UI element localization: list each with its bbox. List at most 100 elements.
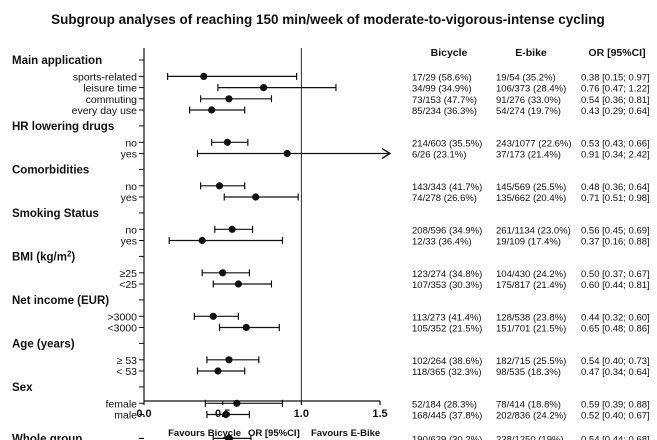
bicycle-count: 107/353 (30.3%) — [412, 280, 482, 291]
or-point — [233, 399, 241, 407]
bicycle-count: 52/184 (28.3%) — [412, 399, 477, 410]
ebike-count: 91/276 (33.0%) — [496, 95, 561, 106]
ebike-count: 19/109 (17.4%) — [496, 237, 561, 248]
ebike-count: 135/662 (20.4%) — [496, 193, 566, 204]
row-label: female — [105, 398, 137, 410]
or-ci-text: 0.71 [0.51; 0.98] — [581, 193, 650, 204]
bicycle-count: 6/26 (23.1%) — [412, 150, 466, 161]
column-header-bicycle: Bicycle — [431, 47, 468, 59]
or-ci-text: 0.53 [0.43; 0.66] — [581, 138, 650, 149]
bicycle-count: 168/445 (37.8%) — [412, 411, 482, 422]
or-point — [234, 280, 242, 288]
or-ci-text: 0.52 [0.40; 0.67] — [581, 411, 650, 422]
row-label: <25 — [119, 279, 137, 291]
ebike-count: 54/274 (19.7%) — [496, 106, 561, 117]
or-point — [225, 356, 233, 364]
x-tick-label: 1.0 — [294, 408, 309, 420]
or-ci-text: 0.43 [0.29; 0.64] — [581, 106, 650, 117]
xlabel-center: OR [95%CI] — [248, 428, 300, 439]
or-ci-text: 0.65 [0.48; 0.86] — [581, 324, 650, 335]
ebike-count: 106/373 (28.4%) — [496, 84, 566, 95]
row-label: sports-related — [73, 71, 137, 83]
or-point — [208, 106, 216, 114]
group-header: Smoking Status — [12, 208, 99, 220]
or-point — [209, 312, 217, 320]
row-label: ≥25 — [120, 268, 138, 280]
group-header-text: BMI (kg/m — [12, 251, 67, 263]
bicycle-count: 73/153 (47.7%) — [412, 95, 477, 106]
or-ci-text: 0.76 [0.47; 1.22] — [581, 84, 650, 95]
or-ci-text: 0.54 [0.40; 0.73] — [581, 356, 650, 367]
bicycle-count: 118/365 (32.3%) — [412, 367, 482, 378]
or-point — [228, 225, 236, 233]
ebike-count: 175/817 (21.4%) — [496, 280, 566, 291]
row-label: yes — [121, 236, 137, 248]
group-header-tail: ) — [71, 251, 75, 263]
row-label: <3000 — [108, 323, 138, 335]
or-point — [223, 138, 231, 146]
ebike-count: 128/538 (23.8%) — [496, 312, 566, 323]
ci-overflow-arrow — [381, 147, 392, 160]
row-label: no — [125, 224, 137, 236]
or-point — [283, 149, 291, 158]
or-ci-text: 0.38 [0.15; 0.97] — [581, 72, 650, 83]
or-ci-text: 0.54 [0.44; 0.68] — [581, 434, 650, 440]
ebike-count: 37/173 (21.4%) — [496, 150, 561, 161]
row-label: every day use — [72, 105, 138, 117]
or-point — [242, 323, 250, 332]
ebike-count: 145/569 (25.5%) — [496, 182, 566, 193]
bicycle-count: 102/264 (38.6%) — [412, 356, 482, 367]
bicycle-count: 74/278 (26.6%) — [412, 193, 477, 204]
or-point — [252, 193, 260, 201]
or-ci-text: 0.44 [0.32; 0.60] — [581, 312, 650, 323]
bicycle-count: 113/273 (41.4%) — [412, 312, 482, 323]
bicycle-count: 17/29 (58.6%) — [412, 72, 472, 83]
bicycle-count: 214/603 (35.5%) — [412, 138, 482, 149]
xlabel-right: Favours E-Bike — [311, 428, 380, 439]
or-point — [198, 236, 206, 245]
bicycle-count: 105/352 (21.5%) — [412, 324, 482, 335]
ebike-count: 261/1134 (23.0%) — [496, 225, 571, 236]
group-header: Net income (EUR) — [12, 295, 109, 307]
or-point — [222, 410, 230, 419]
row-label: no — [125, 181, 137, 193]
row-label: no — [125, 137, 137, 149]
ebike-count: 98/535 (18.3%) — [496, 367, 561, 378]
ebike-count: 78/414 (18.8%) — [496, 399, 561, 410]
row-label: male — [114, 410, 137, 422]
bicycle-count: 208/596 (34.9%) — [412, 225, 482, 236]
group-header: HR lowering drugs — [12, 121, 114, 133]
or-ci-text: 0.47 [0.34; 0.64] — [581, 367, 650, 378]
group-header: BMI (kg/m2) — [12, 249, 75, 263]
or-point — [200, 72, 208, 80]
axes: 0.00.51.01.5 — [136, 48, 388, 420]
xlabel-left: Favours Bicycle — [168, 428, 241, 439]
rows: Main application sports-related 17/29 (58.… — [12, 55, 650, 440]
or-point — [215, 182, 224, 190]
or-point — [214, 367, 222, 375]
ebike-count: 243/1077 (22.6%) — [496, 138, 572, 149]
row-label: ≥ 53 — [117, 355, 138, 367]
group-header: Sex — [12, 382, 33, 394]
row-label: yes — [121, 192, 137, 204]
or-point — [219, 269, 227, 277]
summary-diamond — [223, 433, 234, 440]
or-ci-text: 0.56 [0.45; 0.69] — [581, 225, 650, 236]
group-header: Comorbidities — [12, 164, 89, 176]
group-header: Main application — [12, 55, 102, 67]
or-ci-text: 0.50 [0.37; 0.67] — [581, 269, 650, 280]
bicycle-count: 123/274 (34.8%) — [412, 269, 482, 280]
bicycle-count: 85/234 (36.3%) — [412, 106, 477, 117]
column-header-or: OR [95%CI] — [588, 47, 645, 59]
ebike-count: 151/701 (21.5%) — [496, 324, 566, 335]
ebike-count: 182/715 (25.5%) — [496, 356, 566, 367]
ebike-count: 202/836 (24.2%) — [496, 411, 566, 422]
or-point — [259, 84, 268, 92]
x-tick-label: 1.5 — [372, 408, 387, 420]
row-label: < 53 — [116, 366, 137, 378]
ebike-count: 19/54 (35.2%) — [496, 72, 556, 83]
bicycle-count: 190/629 (30.2%) — [412, 434, 482, 440]
or-ci-text: 0.60 [0.44; 0.81] — [581, 280, 650, 291]
or-ci-text: 0.59 [0.39; 0.88] — [581, 399, 650, 410]
